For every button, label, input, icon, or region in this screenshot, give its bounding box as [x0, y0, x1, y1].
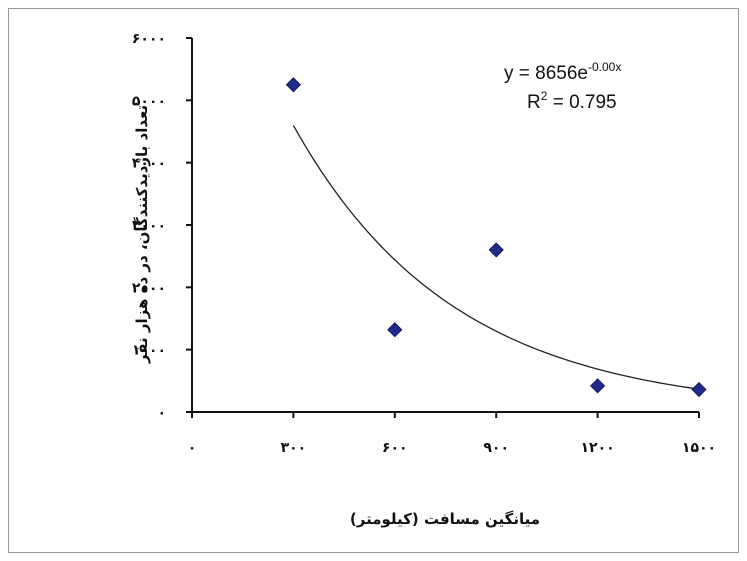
- y-tick-label: ۱۰۰۰: [132, 343, 166, 359]
- y-tick-label: ۰: [157, 405, 166, 421]
- x-tick-label: ۹۰۰: [483, 440, 509, 456]
- y-tick-label: ۳۰۰۰: [132, 218, 166, 234]
- data-point: [488, 242, 504, 258]
- data-point: [285, 77, 301, 93]
- x-tick-label: ۰: [188, 440, 197, 456]
- y-axis-title: تعداد بازدیدکنندگان، در ده هزار نفر: [133, 105, 151, 364]
- scatter-chart: ۰ ۱۰۰۰ ۲۰۰۰ ۳۰۰۰ ۴۰۰۰ ۵۰۰۰ ۶۰۰۰ ۰ ۳۰۰ ۶۰۰ ۹۰۰ ۱۲۰۰…: [132, 31, 716, 528]
- r-squared: R2 = 0.795: [527, 89, 617, 113]
- x-ticks: ۰ ۳۰۰ ۶۰۰ ۹۰۰ ۱۲۰۰ ۱۵۰۰: [188, 412, 716, 456]
- y-ticks: ۰ ۱۰۰۰ ۲۰۰۰ ۳۰۰۰ ۴۰۰۰ ۵۰۰۰ ۶۰۰۰: [132, 31, 192, 421]
- axes: ۰ ۱۰۰۰ ۲۰۰۰ ۳۰۰۰ ۴۰۰۰ ۵۰۰۰ ۶۰۰۰ ۰ ۳۰۰ ۶۰۰ ۹۰۰ ۱۲۰۰…: [132, 31, 716, 456]
- y-tick-label: ۵۰۰۰: [132, 93, 166, 109]
- data-point: [387, 322, 403, 338]
- chart-frame: ۰ ۱۰۰۰ ۲۰۰۰ ۳۰۰۰ ۴۰۰۰ ۵۰۰۰ ۶۰۰۰ ۰ ۳۰۰ ۶۰۰ ۹۰۰ ۱۲۰۰…: [8, 8, 739, 553]
- trend-equation: y = 8656e-0.00x: [504, 60, 621, 84]
- y-tick-label: ۲۰۰۰: [132, 280, 166, 296]
- data-points: [285, 77, 707, 398]
- data-point: [691, 381, 707, 398]
- y-tick-label: ۶۰۰۰: [132, 31, 166, 47]
- x-axis-title: میانگین مسافت (کیلومتر): [350, 510, 540, 528]
- x-tick-label: ۱۲۰۰: [581, 440, 615, 456]
- trendline: [292, 125, 700, 390]
- data-point: [590, 378, 606, 394]
- y-tick-label: ۴۰۰۰: [132, 156, 166, 172]
- x-tick-label: ۳۰۰: [281, 440, 307, 456]
- x-tick-label: ۶۰۰: [382, 440, 408, 456]
- x-tick-label: ۱۵۰۰: [682, 440, 716, 456]
